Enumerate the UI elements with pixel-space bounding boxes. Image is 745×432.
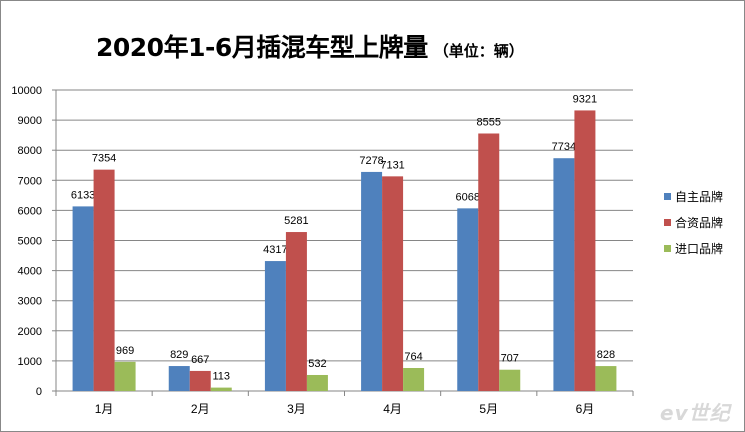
bar-1 xyxy=(478,133,500,391)
bar-0 xyxy=(553,158,575,391)
bar-1 xyxy=(189,370,211,391)
data-label: 4317 xyxy=(263,244,287,256)
data-label: 969 xyxy=(116,345,134,357)
data-label: 8555 xyxy=(477,116,501,128)
data-label: 764 xyxy=(404,351,422,363)
bar-2 xyxy=(114,361,136,391)
y-tick-label: 10000 xyxy=(11,85,42,97)
data-label: 7278 xyxy=(359,155,383,167)
data-label: 6068 xyxy=(456,191,480,203)
bar-2 xyxy=(306,374,328,391)
y-tick-label: 7000 xyxy=(18,175,42,187)
bar-0 xyxy=(72,206,94,391)
data-label: 5281 xyxy=(284,215,308,227)
bar-0 xyxy=(264,261,286,391)
bar-2 xyxy=(595,366,617,391)
data-label: 707 xyxy=(501,353,519,365)
bar-2 xyxy=(403,368,425,391)
chart-title-main: 2020年1-6月插混车型上牌量 xyxy=(96,33,428,62)
data-label: 667 xyxy=(191,354,209,366)
data-label: 113 xyxy=(212,371,230,383)
chart-legend: 自主品牌合资品牌进口品牌 xyxy=(664,183,723,261)
y-tick-label: 4000 xyxy=(18,266,42,278)
bar-0 xyxy=(457,208,479,391)
y-tick-label: 5000 xyxy=(18,236,42,248)
legend-label: 进口品牌 xyxy=(675,241,724,256)
bar-2 xyxy=(499,369,521,391)
data-label: 7734 xyxy=(552,141,576,153)
y-tick-label: 2000 xyxy=(18,326,42,338)
legend-label: 自主品牌 xyxy=(675,189,724,204)
x-tick-label: 4月 xyxy=(383,402,402,416)
legend-label: 合资品牌 xyxy=(675,215,724,230)
chart-title: 2020年1-6月插混车型上牌量 （单位：辆） xyxy=(96,28,524,64)
bar-2 xyxy=(210,387,232,391)
legend-swatch-icon xyxy=(664,244,671,252)
x-tick-label: 1月 xyxy=(95,402,114,416)
chart-unit-label: （单位：辆） xyxy=(433,42,524,60)
x-tick-label: 5月 xyxy=(479,402,498,416)
data-label: 9321 xyxy=(573,93,597,105)
watermark-logo: ev世纪 xyxy=(660,401,731,425)
bar-0 xyxy=(168,366,190,391)
legend-item: 自主品牌 xyxy=(664,183,723,209)
legend-swatch-icon xyxy=(664,218,671,226)
bar-1 xyxy=(285,232,307,391)
data-label: 532 xyxy=(308,358,326,370)
bar-1 xyxy=(382,176,404,391)
legend-swatch-icon xyxy=(664,192,671,200)
x-tick-label: 3月 xyxy=(287,402,306,416)
y-tick-label: 8000 xyxy=(18,145,42,157)
data-label: 7354 xyxy=(92,153,116,165)
legend-item: 进口品牌 xyxy=(664,235,723,261)
data-label: 829 xyxy=(170,349,188,361)
data-label: 7131 xyxy=(380,159,404,171)
y-tick-label: 3000 xyxy=(18,296,42,308)
bar-0 xyxy=(361,171,383,391)
y-tick-label: 9000 xyxy=(18,115,42,127)
data-label: 828 xyxy=(597,349,615,361)
x-tick-label: 6月 xyxy=(576,402,595,416)
bar-1 xyxy=(93,169,115,391)
data-label: 6133 xyxy=(71,189,95,201)
y-tick-label: 1000 xyxy=(18,356,42,368)
y-tick-label: 0 xyxy=(36,386,42,398)
legend-item: 合资品牌 xyxy=(664,209,723,235)
y-tick-label: 6000 xyxy=(18,205,42,217)
x-tick-label: 2月 xyxy=(191,402,210,416)
bar-1 xyxy=(574,110,596,391)
